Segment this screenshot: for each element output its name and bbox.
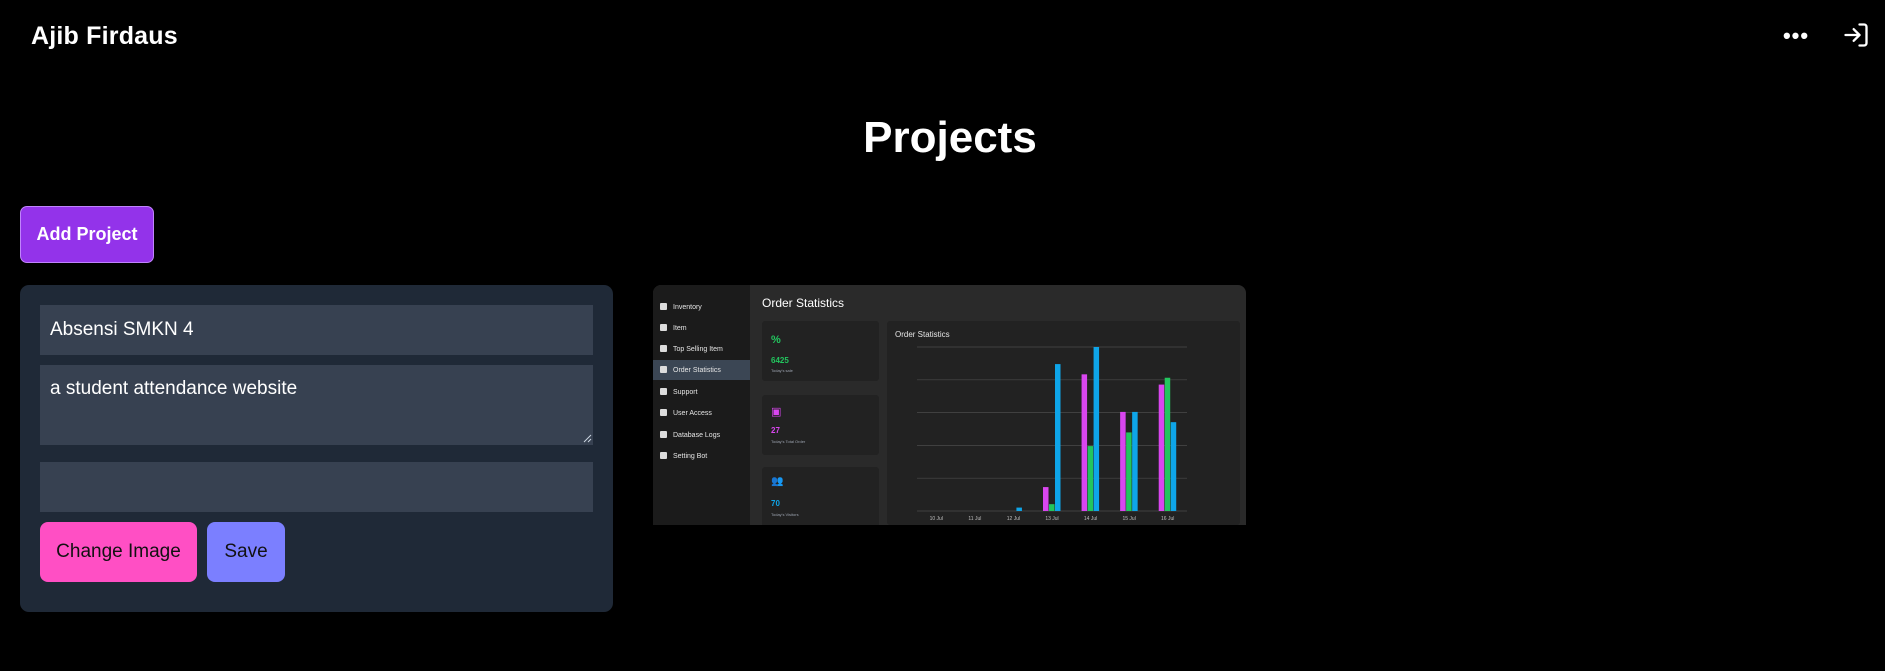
preview-sidebar-item: Setting Bot [653, 446, 750, 466]
preview-sidebar-label: Top Selling Item [673, 345, 723, 353]
brand-name[interactable]: Ajib Firdaus [31, 22, 178, 50]
preview-stat-label: Today's Total Order [771, 439, 806, 444]
chart-tick-label: 11 Jul [968, 516, 981, 522]
chart-bar [1016, 507, 1022, 511]
preview-sidebar-item: Top Selling Item [653, 339, 750, 359]
preview-sidebar-label: Support [673, 388, 698, 396]
preview-sidebar-label: Inventory [673, 303, 702, 311]
chart-tick-label: 16 Jul [1161, 516, 1174, 522]
chart-bar [1170, 422, 1177, 511]
more-options-button[interactable]: ••• [1778, 22, 1814, 50]
preview-sidebar-label: Database Logs [673, 431, 721, 439]
gear-icon [660, 452, 667, 459]
resize-grip-icon[interactable] [583, 434, 592, 443]
chart-tick-label: 10 Jul [930, 516, 943, 522]
database-icon [660, 431, 667, 438]
project-description-textarea[interactable]: a student attendance website [40, 365, 593, 445]
percent-icon: % [771, 334, 781, 346]
preview-stat-card: 👥 70 Today's Visitors [762, 467, 879, 525]
project-preview-image: Inventory Item Top Selling Item Order St… [653, 285, 1246, 525]
chart-bar [1049, 504, 1055, 511]
preview-sidebar-label: User Access [673, 409, 712, 417]
save-button[interactable]: Save [207, 522, 285, 582]
chart-bar [1043, 487, 1049, 511]
preview-chart-title: Order Statistics [895, 330, 950, 339]
project-image-field[interactable] [40, 462, 593, 512]
chart-bar [1158, 384, 1165, 511]
chart-bar [1120, 411, 1126, 511]
orders-icon: ▣ [771, 406, 782, 418]
preview-sidebar-item: Support [653, 382, 750, 402]
sign-in-icon [1844, 23, 1868, 47]
database-icon [660, 303, 667, 310]
bar-chart-icon [660, 345, 667, 352]
ellipsis-icon: ••• [1782, 23, 1810, 48]
preview-stat-label: Today's sale [771, 368, 793, 373]
chart-tick-label: 13 Jul [1045, 516, 1058, 522]
users-icon [660, 409, 667, 416]
preview-sidebar: Inventory Item Top Selling Item Order St… [653, 285, 750, 525]
chart-bar [1126, 432, 1132, 511]
preview-sidebar-item: Item [653, 318, 750, 338]
login-button[interactable] [1840, 19, 1872, 51]
chart-bar [1164, 377, 1171, 511]
preview-sidebar-label: Order Statistics [673, 366, 721, 374]
page-title: Projects [863, 113, 1037, 162]
chart-tick-label: 14 Jul [1084, 516, 1097, 522]
chart-tick-label: 12 Jul [1007, 516, 1020, 522]
preview-sidebar-label: Setting Bot [673, 452, 708, 460]
chart-bar [1132, 411, 1138, 511]
preview-heading: Order Statistics [762, 296, 845, 310]
preview-order-chart: 10 Jul 11 Jul 12 Jul 13 Jul 14 Jul 15 Jul 16 J… [917, 346, 1187, 522]
chart-bar [1081, 374, 1088, 511]
preview-stat-value: 6425 [771, 356, 789, 365]
chart-bar [1055, 364, 1061, 511]
preview-stat-value: 70 [771, 499, 780, 508]
chart-bar [1087, 446, 1094, 511]
preview-sidebar-item: Order Statistics [653, 360, 750, 380]
preview-sidebar-item: Inventory [653, 297, 750, 317]
preview-sidebar-item: User Access [653, 403, 750, 423]
preview-stat-label: Today's Visitors [771, 512, 799, 517]
chart-tick-label: 15 Jul [1122, 516, 1135, 522]
preview-stat-card: ▣ 27 Today's Total Order [762, 395, 879, 455]
project-title-input[interactable] [40, 305, 593, 355]
preview-sidebar-item: Database Logs [653, 425, 750, 445]
preview-stat-value: 27 [771, 426, 780, 435]
change-image-button[interactable]: Change Image [40, 522, 197, 582]
preview-chart-panel: Order Statistics 10 Jul 11 Jul 12 Jul 13 Ju… [887, 321, 1240, 525]
chart-bar [1093, 347, 1100, 511]
users-icon: 👥 [771, 476, 784, 487]
add-project-button[interactable]: Add Project [20, 206, 154, 263]
preview-sidebar-label: Item [673, 324, 687, 332]
cloud-icon [660, 324, 667, 331]
project-edit-card: a student attendance website Change Imag… [20, 285, 613, 612]
support-icon [660, 388, 667, 395]
chart-icon [660, 366, 667, 373]
preview-stat-card: % 6425 Today's sale [762, 321, 879, 381]
